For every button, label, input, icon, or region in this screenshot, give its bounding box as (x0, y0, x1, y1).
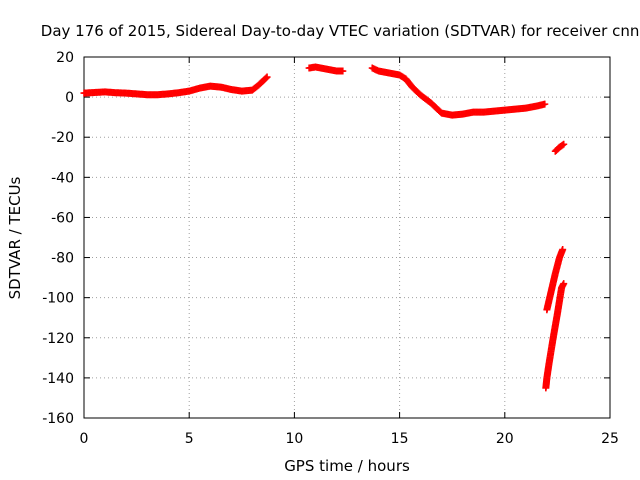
y-tick-label: -40 (51, 170, 74, 186)
data-point (263, 73, 271, 81)
data-point (560, 140, 568, 148)
y-tick-label: -60 (51, 210, 74, 226)
x-axis-label: GPS time / hours (284, 457, 410, 475)
data-point (560, 280, 568, 288)
data-point (541, 100, 549, 108)
y-tick-label: -140 (42, 371, 74, 387)
y-tick-label: 0 (65, 90, 74, 106)
data-series (80, 63, 568, 392)
grid-lines (84, 57, 610, 418)
data-point (339, 67, 347, 75)
data-point (559, 246, 567, 254)
y-tick-label: -120 (42, 331, 74, 347)
x-tick-label: 20 (496, 431, 514, 447)
chart-title: Day 176 of 2015, Sidereal Day-to-day VTE… (41, 22, 640, 40)
x-tick-label: 15 (391, 431, 409, 447)
y-tick-label: -100 (42, 291, 74, 307)
x-tick-label: 0 (80, 431, 89, 447)
axis-ticks: 0 5 10 15 20 25 -160 -140 -120 -100 -80 -60 -40 -20 0 2… (42, 50, 619, 447)
y-tick-label: -160 (42, 411, 74, 427)
x-tick-label: 5 (185, 431, 194, 447)
x-tick-label: 25 (601, 431, 619, 447)
data-point (262, 74, 270, 82)
y-tick-label: -80 (51, 251, 74, 267)
plot-frame (83, 56, 611, 419)
y-tick-label: 20 (56, 50, 74, 66)
x-tick-label: 10 (285, 431, 303, 447)
y-tick-label: -20 (51, 130, 74, 146)
y-axis-label: SDTVAR / TECUs (6, 176, 24, 299)
